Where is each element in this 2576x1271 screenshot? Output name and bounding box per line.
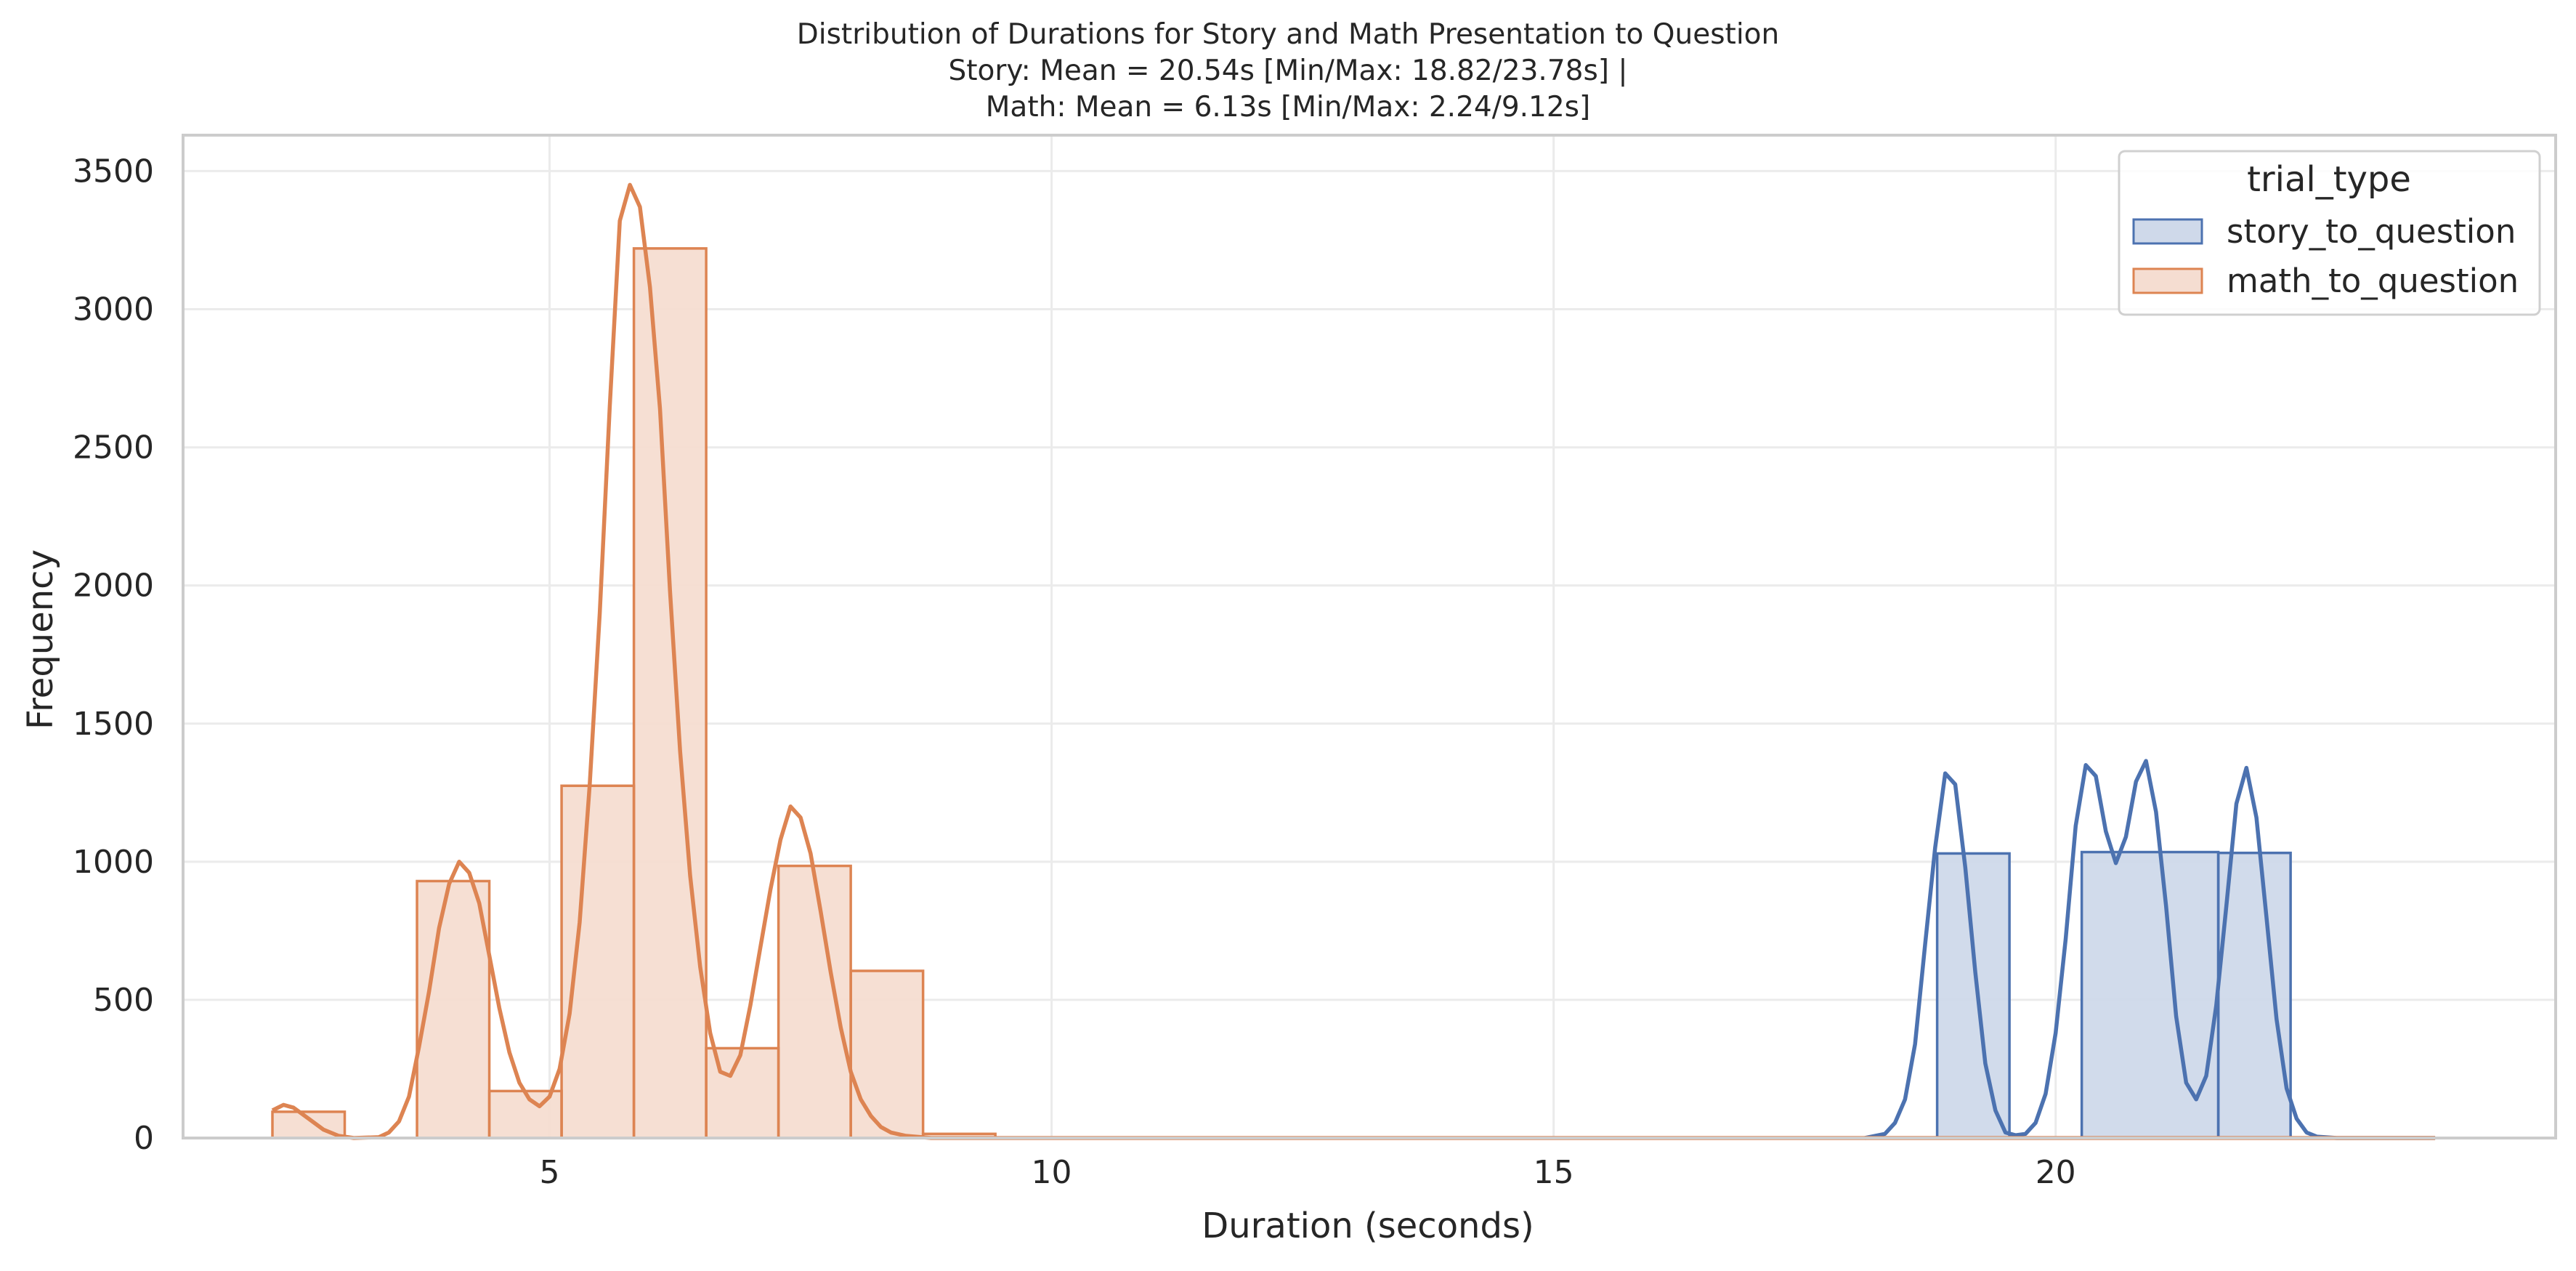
x-tick-label: 5: [539, 1154, 559, 1191]
kde-curves: [271, 182, 2436, 1140]
x-tick-label: 20: [2036, 1154, 2076, 1191]
plot-frame: [182, 134, 2557, 1139]
y-tick-label: 3000: [73, 291, 154, 328]
legend-box: [2118, 150, 2541, 316]
y-tick-label: 3500: [73, 153, 154, 190]
chart-title: Distribution of Durations for Story and …: [797, 18, 1780, 124]
y-tick-label: 500: [93, 982, 154, 1019]
y-tick-label: 1500: [73, 706, 154, 743]
legend-swatch-story: [2132, 218, 2203, 245]
y-tick-label: 0: [134, 1120, 154, 1157]
x-tick-label: 10: [1032, 1154, 1072, 1191]
legend-label-story: story_to_question: [2227, 212, 2516, 251]
chart-title-line-3: Math: Mean = 6.13s [Min/Max: 2.24/9.12s]: [986, 91, 1590, 124]
legend-swatch-math: [2132, 267, 2203, 294]
chart-title-line-2: Story: Mean = 20.54s [Min/Max: 18.82/23.…: [948, 55, 1627, 87]
x-tick-label: 15: [1534, 1154, 1574, 1191]
x-axis-ticks: 5 10 15 20: [539, 1154, 2075, 1191]
histogram-series-math_to_question: [271, 247, 997, 1139]
legend-title: trial_type: [2247, 159, 2411, 200]
chart-title-line-1: Distribution of Durations for Story and …: [797, 18, 1780, 51]
legend-label-math: math_to_question: [2227, 262, 2519, 300]
y-axis-ticks: 0 500 1000 1500 2000 2500 3000 3500: [73, 153, 154, 1157]
kde-line-math_to_question: [271, 182, 2436, 1140]
y-tick-label: 2000: [73, 568, 154, 605]
kde-line-story_to_question: [1864, 759, 2436, 1140]
y-tick-label: 1000: [73, 844, 154, 881]
y-axis-label: Frequency: [20, 549, 61, 730]
x-axis-label: Duration (seconds): [1202, 1206, 1534, 1246]
y-tick-label: 2500: [73, 429, 154, 467]
legend: trial_type story_to_question math_to_que…: [2118, 150, 2541, 316]
